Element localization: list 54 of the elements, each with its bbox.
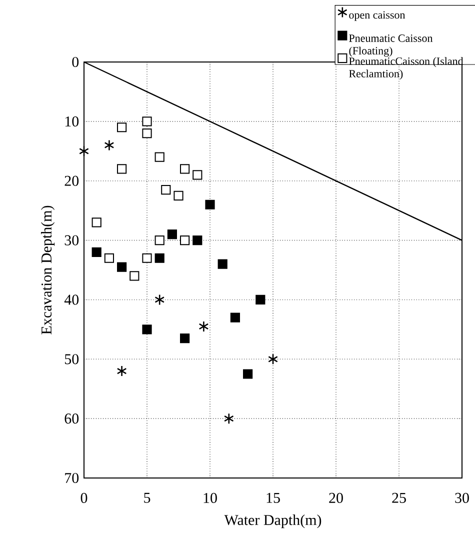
point <box>92 218 102 228</box>
point <box>116 365 127 377</box>
legend-label: Pneumatic Caisson (Floating) <box>349 34 433 57</box>
point <box>117 164 127 174</box>
x-tick-label: 0 <box>80 492 88 503</box>
point <box>154 152 164 162</box>
point <box>117 262 127 272</box>
point <box>104 253 114 263</box>
point <box>180 334 190 344</box>
point <box>142 128 152 138</box>
y-tick-label: 60 <box>64 414 79 424</box>
point <box>154 253 164 263</box>
y-tick-label: 0 <box>72 56 79 68</box>
point <box>224 412 234 424</box>
x-tick-label: 15 <box>266 492 280 503</box>
point <box>174 190 184 201</box>
legend-label: open caisson <box>349 11 406 21</box>
x-tick-label: 30 <box>455 492 469 503</box>
point <box>243 369 253 379</box>
point <box>192 170 202 180</box>
y-tick-label: 20 <box>64 176 79 186</box>
point <box>142 324 152 334</box>
x-tick-label: 20 <box>329 492 343 503</box>
point <box>268 353 278 365</box>
x-axis-title: Water Dapth(m) <box>224 514 322 528</box>
x-tick-label: 10 <box>204 492 217 503</box>
point <box>205 200 215 210</box>
point <box>130 271 140 281</box>
point <box>104 140 114 151</box>
y-tick-label: 10 <box>65 116 79 126</box>
y-tick-label: 70 <box>65 472 79 484</box>
point <box>79 145 89 157</box>
point <box>192 235 202 246</box>
y-tick-label: 50 <box>65 354 79 364</box>
y-tick-label: 30 <box>64 235 79 246</box>
point <box>161 184 171 195</box>
x-tick-label: 25 <box>392 492 406 503</box>
point <box>198 320 209 332</box>
point <box>218 259 228 269</box>
y-axis-title: Excavation Depth(m) <box>41 206 55 334</box>
y-tick-label: 40 <box>64 294 79 305</box>
point <box>180 164 190 174</box>
point <box>256 294 266 305</box>
legend-label: PneumaticCaisson (Island Reclamtion) <box>349 57 464 80</box>
point <box>142 253 152 263</box>
point <box>180 235 190 246</box>
point <box>142 116 152 126</box>
x-tick-label: 5 <box>144 492 150 503</box>
point <box>230 312 240 322</box>
point <box>117 122 127 132</box>
point <box>92 247 102 257</box>
point <box>154 235 164 246</box>
point <box>167 230 177 240</box>
point <box>154 294 165 306</box>
